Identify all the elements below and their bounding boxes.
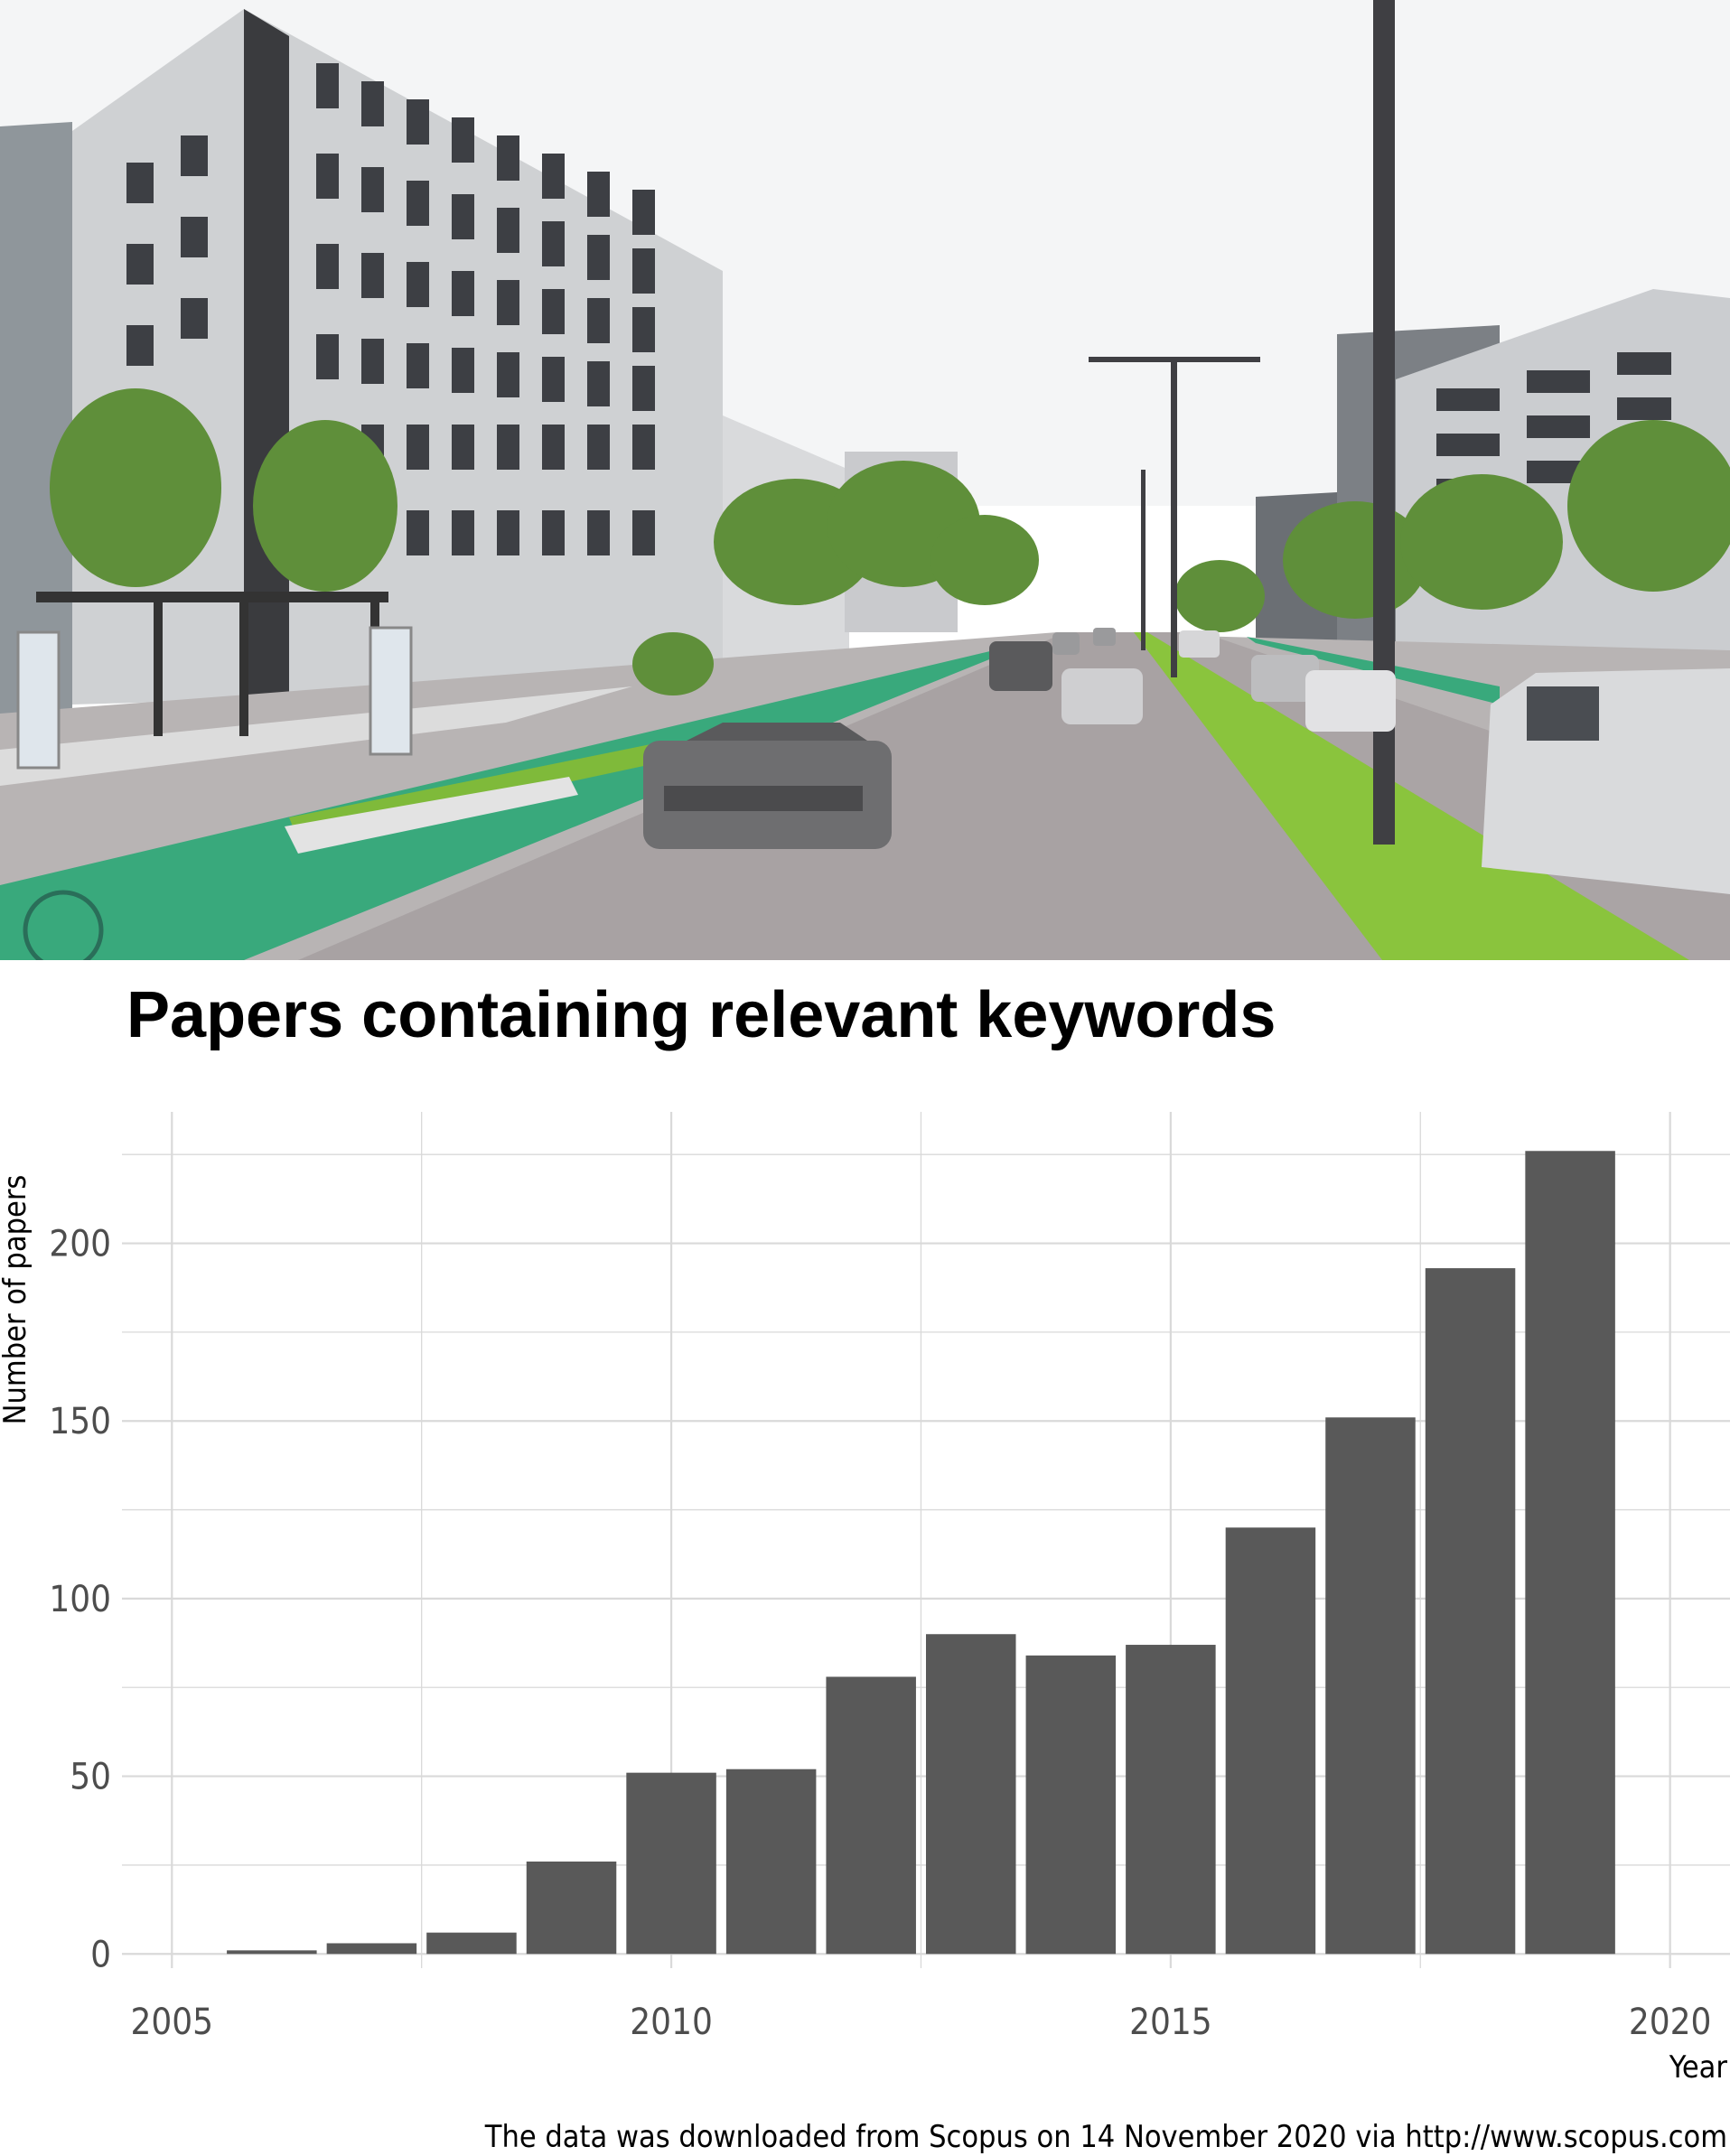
x-tick-label: 2005 [130,2002,213,2043]
bar-chart: Papers containing relevant keywords 0 50 1… [0,979,1730,2155]
x-axis-label: Year [1669,2049,1728,2086]
bar-2012 [826,1676,916,1955]
bar-2008 [426,1932,517,1955]
bar-2014 [1025,1655,1117,1955]
y-axis-label: Number of papers [0,1175,33,1425]
bar-2013 [926,1634,1016,1955]
street-rendering-image [0,0,1730,960]
y-tick-label: 100 [49,1579,111,1620]
bar-2016 [1225,1527,1316,1955]
bar-2018 [1425,1268,1516,1955]
bar-2015 [1126,1645,1216,1955]
bar-2010 [626,1772,716,1955]
bar-2011 [725,1769,817,1955]
x-axis-ticks: 2005 2010 2015 2020 [130,2002,1711,2043]
bar-2009 [526,1861,617,1955]
y-tick-label: 0 [90,1934,111,1975]
bar-2006 [227,1950,317,1955]
chart-caption: The data was downloaded from Scopus on 1… [484,2119,1727,2155]
x-tick-label: 2015 [1129,2002,1212,2043]
y-tick-label: 200 [49,1224,111,1265]
chart-bars [227,1151,1615,1955]
bar-2019 [1525,1151,1615,1955]
y-tick-label: 50 [70,1757,111,1798]
y-tick-label: 150 [49,1401,111,1442]
chart-title: Papers containing relevant keywords [126,979,1276,1051]
bar-2007 [326,1943,417,1955]
x-tick-label: 2020 [1629,2002,1712,2043]
y-axis-ticks: 0 50 100 150 200 [49,1224,111,1976]
bar-2017 [1325,1417,1416,1955]
x-tick-label: 2010 [630,2002,713,2043]
